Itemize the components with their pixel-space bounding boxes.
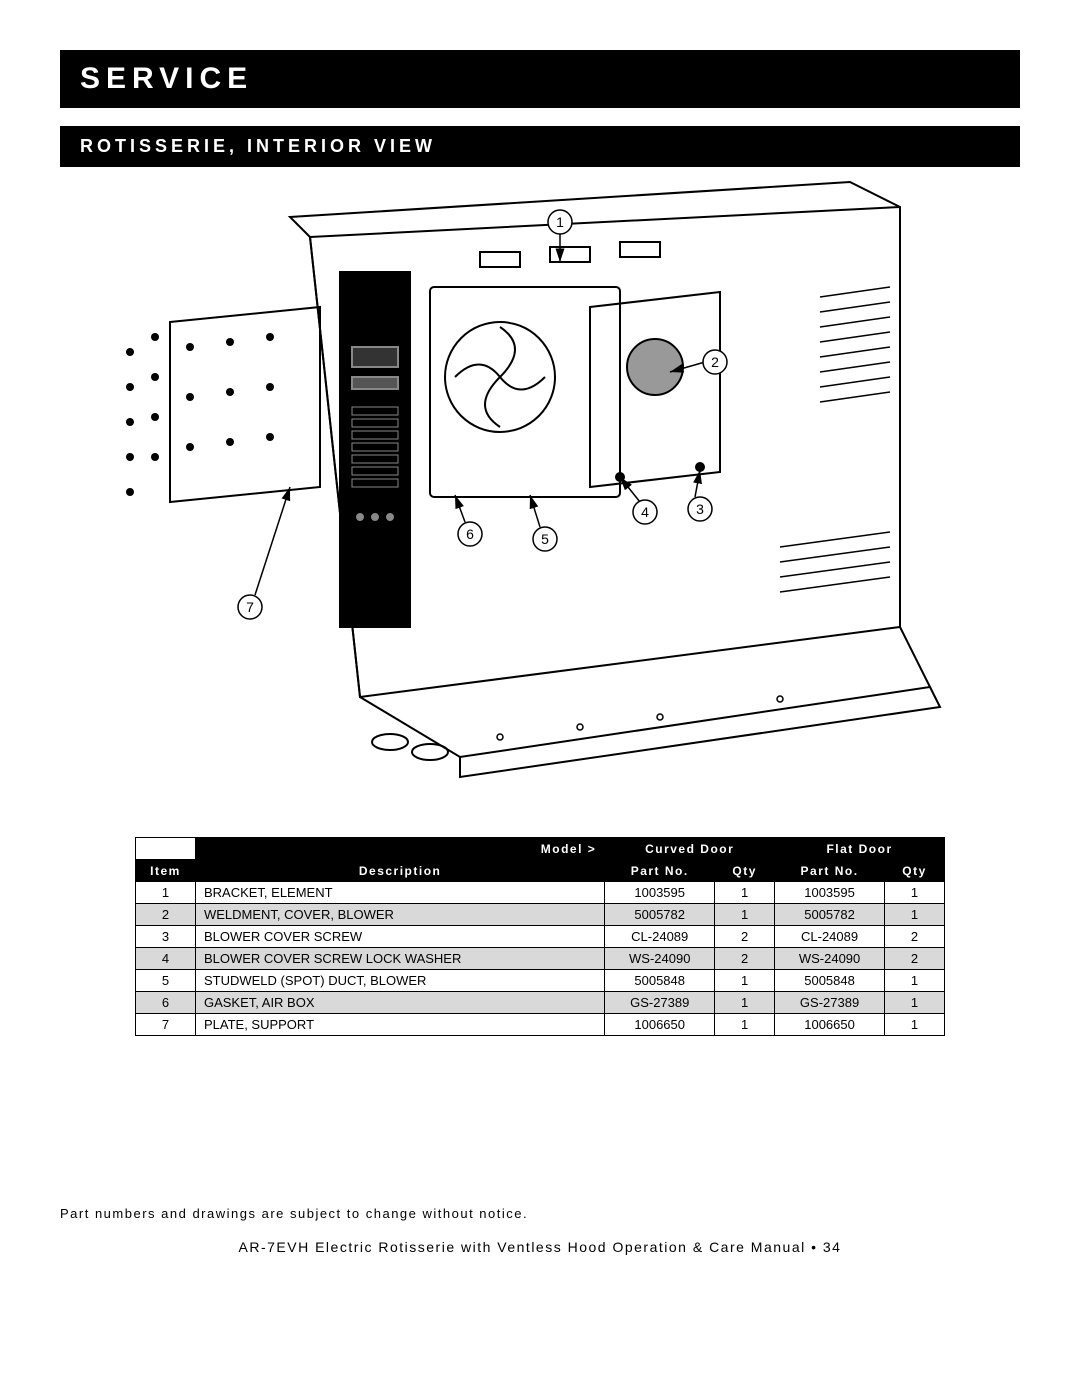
cell-desc: STUDWELD (SPOT) DUCT, BLOWER (195, 970, 604, 992)
col-item: Item (136, 860, 196, 882)
cell-item: 6 (136, 992, 196, 1014)
svg-text:3: 3 (696, 501, 704, 517)
cell-item: 3 (136, 926, 196, 948)
svg-text:6: 6 (466, 526, 474, 542)
table-header-row: Item Description Part No. Qty Part No. Q… (136, 860, 945, 882)
cell-q2: 2 (885, 926, 945, 948)
cell-q1: 1 (715, 970, 775, 992)
cell-q2: 1 (885, 1014, 945, 1036)
exploded-diagram: 1 2 3 4 5 6 7 (60, 177, 1020, 797)
col-qty-1: Qty (715, 860, 775, 882)
cell-q1: 1 (715, 904, 775, 926)
cell-p1: 5005782 (605, 904, 715, 926)
cell-q2: 1 (885, 882, 945, 904)
cell-q1: 1 (715, 1014, 775, 1036)
cell-p1: 1006650 (605, 1014, 715, 1036)
col-partno-1: Part No. (605, 860, 715, 882)
callout-1: 1 (548, 210, 572, 234)
callout-3: 3 (688, 497, 712, 521)
cell-q2: 1 (885, 992, 945, 1014)
cell-p2: WS-24090 (775, 948, 885, 970)
svg-text:4: 4 (641, 504, 649, 520)
cell-desc: PLATE, SUPPORT (195, 1014, 604, 1036)
callout-7: 7 (238, 595, 262, 619)
svg-text:5: 5 (541, 531, 549, 547)
change-notice: Part numbers and drawings are subject to… (60, 1206, 1020, 1221)
cell-desc: WELDMENT, COVER, BLOWER (195, 904, 604, 926)
callout-6: 6 (458, 522, 482, 546)
cell-item: 5 (136, 970, 196, 992)
cell-p2: 5005782 (775, 904, 885, 926)
parts-table: Model > Curved Door Flat Door Item Descr… (135, 837, 945, 1036)
cell-item: 7 (136, 1014, 196, 1036)
cell-q1: 2 (715, 926, 775, 948)
col-qty-2: Qty (885, 860, 945, 882)
callout-4: 4 (633, 500, 657, 524)
model-group-curved: Curved Door (605, 838, 775, 860)
cell-p1: GS-27389 (605, 992, 715, 1014)
cell-q1: 1 (715, 882, 775, 904)
table-row: 1BRACKET, ELEMENT1003595110035951 (136, 882, 945, 904)
cell-p1: 5005848 (605, 970, 715, 992)
cell-q2: 2 (885, 948, 945, 970)
callout-5: 5 (533, 527, 557, 551)
cell-p1: CL-24089 (605, 926, 715, 948)
cell-item: 1 (136, 882, 196, 904)
cell-item: 4 (136, 948, 196, 970)
cell-q1: 1 (715, 992, 775, 1014)
table-row: 5STUDWELD (SPOT) DUCT, BLOWER50058481500… (136, 970, 945, 992)
cell-p2: 1006650 (775, 1014, 885, 1036)
model-group-flat: Flat Door (775, 838, 945, 860)
col-description: Description (195, 860, 604, 882)
cell-p2: 5005848 (775, 970, 885, 992)
cell-item: 2 (136, 904, 196, 926)
page-footer: AR-7EVH Electric Rotisserie with Ventles… (60, 1239, 1020, 1255)
table-row: 2WELDMENT, COVER, BLOWER5005782150057821 (136, 904, 945, 926)
service-header: SERVICE (60, 50, 1020, 108)
svg-text:1: 1 (556, 214, 564, 230)
cell-p2: GS-27389 (775, 992, 885, 1014)
cell-desc: BRACKET, ELEMENT (195, 882, 604, 904)
cell-desc: GASKET, AIR BOX (195, 992, 604, 1014)
cell-p2: CL-24089 (775, 926, 885, 948)
model-label: Model > (195, 838, 604, 860)
col-partno-2: Part No. (775, 860, 885, 882)
cell-desc: BLOWER COVER SCREW LOCK WASHER (195, 948, 604, 970)
cell-q2: 1 (885, 970, 945, 992)
cell-q2: 1 (885, 904, 945, 926)
cell-q1: 2 (715, 948, 775, 970)
table-row: 7PLATE, SUPPORT1006650110066501 (136, 1014, 945, 1036)
svg-text:7: 7 (246, 599, 254, 615)
table-row: 6GASKET, AIR BOXGS-273891GS-273891 (136, 992, 945, 1014)
table-row: 3BLOWER COVER SCREWCL-240892CL-240892 (136, 926, 945, 948)
table-row: 4BLOWER COVER SCREW LOCK WASHERWS-240902… (136, 948, 945, 970)
table-model-row: Model > Curved Door Flat Door (136, 838, 945, 860)
section-subheader: ROTISSERIE, INTERIOR VIEW (60, 126, 1020, 167)
svg-text:2: 2 (711, 354, 719, 370)
cell-desc: BLOWER COVER SCREW (195, 926, 604, 948)
cell-p1: WS-24090 (605, 948, 715, 970)
callout-2: 2 (703, 350, 727, 374)
cell-p1: 1003595 (605, 882, 715, 904)
cell-p2: 1003595 (775, 882, 885, 904)
